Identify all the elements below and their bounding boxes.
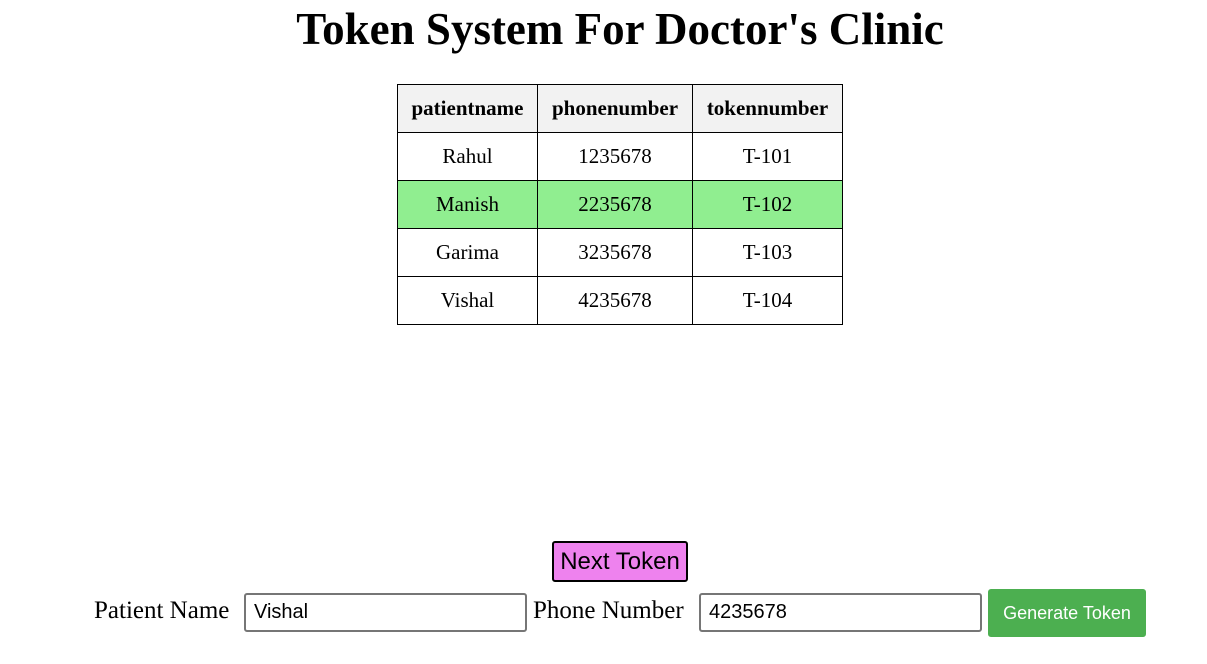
cell-tokennumber: T-101 [692,132,843,181]
cell-tokennumber: T-103 [692,228,843,277]
table-row: Rahul 1235678 T-101 [397,132,843,181]
cell-patientname: Manish [397,180,538,229]
cell-phonenumber: 4235678 [537,276,693,325]
patient-name-input[interactable] [244,593,527,632]
cell-patientname: Vishal [397,276,538,325]
table-row: Garima 3235678 T-103 [397,228,843,277]
cell-patientname: Rahul [397,132,538,181]
column-header-phonenumber: phonenumber [537,84,693,133]
cell-phonenumber: 1235678 [537,132,693,181]
cell-tokennumber: T-102 [692,180,843,229]
cell-tokennumber: T-104 [692,276,843,325]
next-token-button[interactable]: Next Token [552,541,688,582]
phone-number-input[interactable] [699,593,982,632]
token-form: Patient Name Phone Number Generate Token [0,589,1207,637]
table-row: Vishal 4235678 T-104 [397,276,843,325]
phone-number-label: Phone Number [533,597,684,624]
table-header-row: patientname phonenumber tokennumber [397,84,843,133]
current-token-row: Manish 2235678 T-102 [397,180,843,229]
column-header-patientname: patientname [397,84,538,133]
cell-phonenumber: 2235678 [537,180,693,229]
generate-token-button[interactable]: Generate Token [988,589,1146,637]
cell-phonenumber: 3235678 [537,228,693,277]
cell-patientname: Garima [397,228,538,277]
token-table: patientname phonenumber tokennumber Rahu… [397,84,843,325]
patient-name-label: Patient Name [94,597,230,624]
column-header-tokennumber: tokennumber [692,84,843,133]
page-title: Token System For Doctor's Clinic [296,4,944,54]
